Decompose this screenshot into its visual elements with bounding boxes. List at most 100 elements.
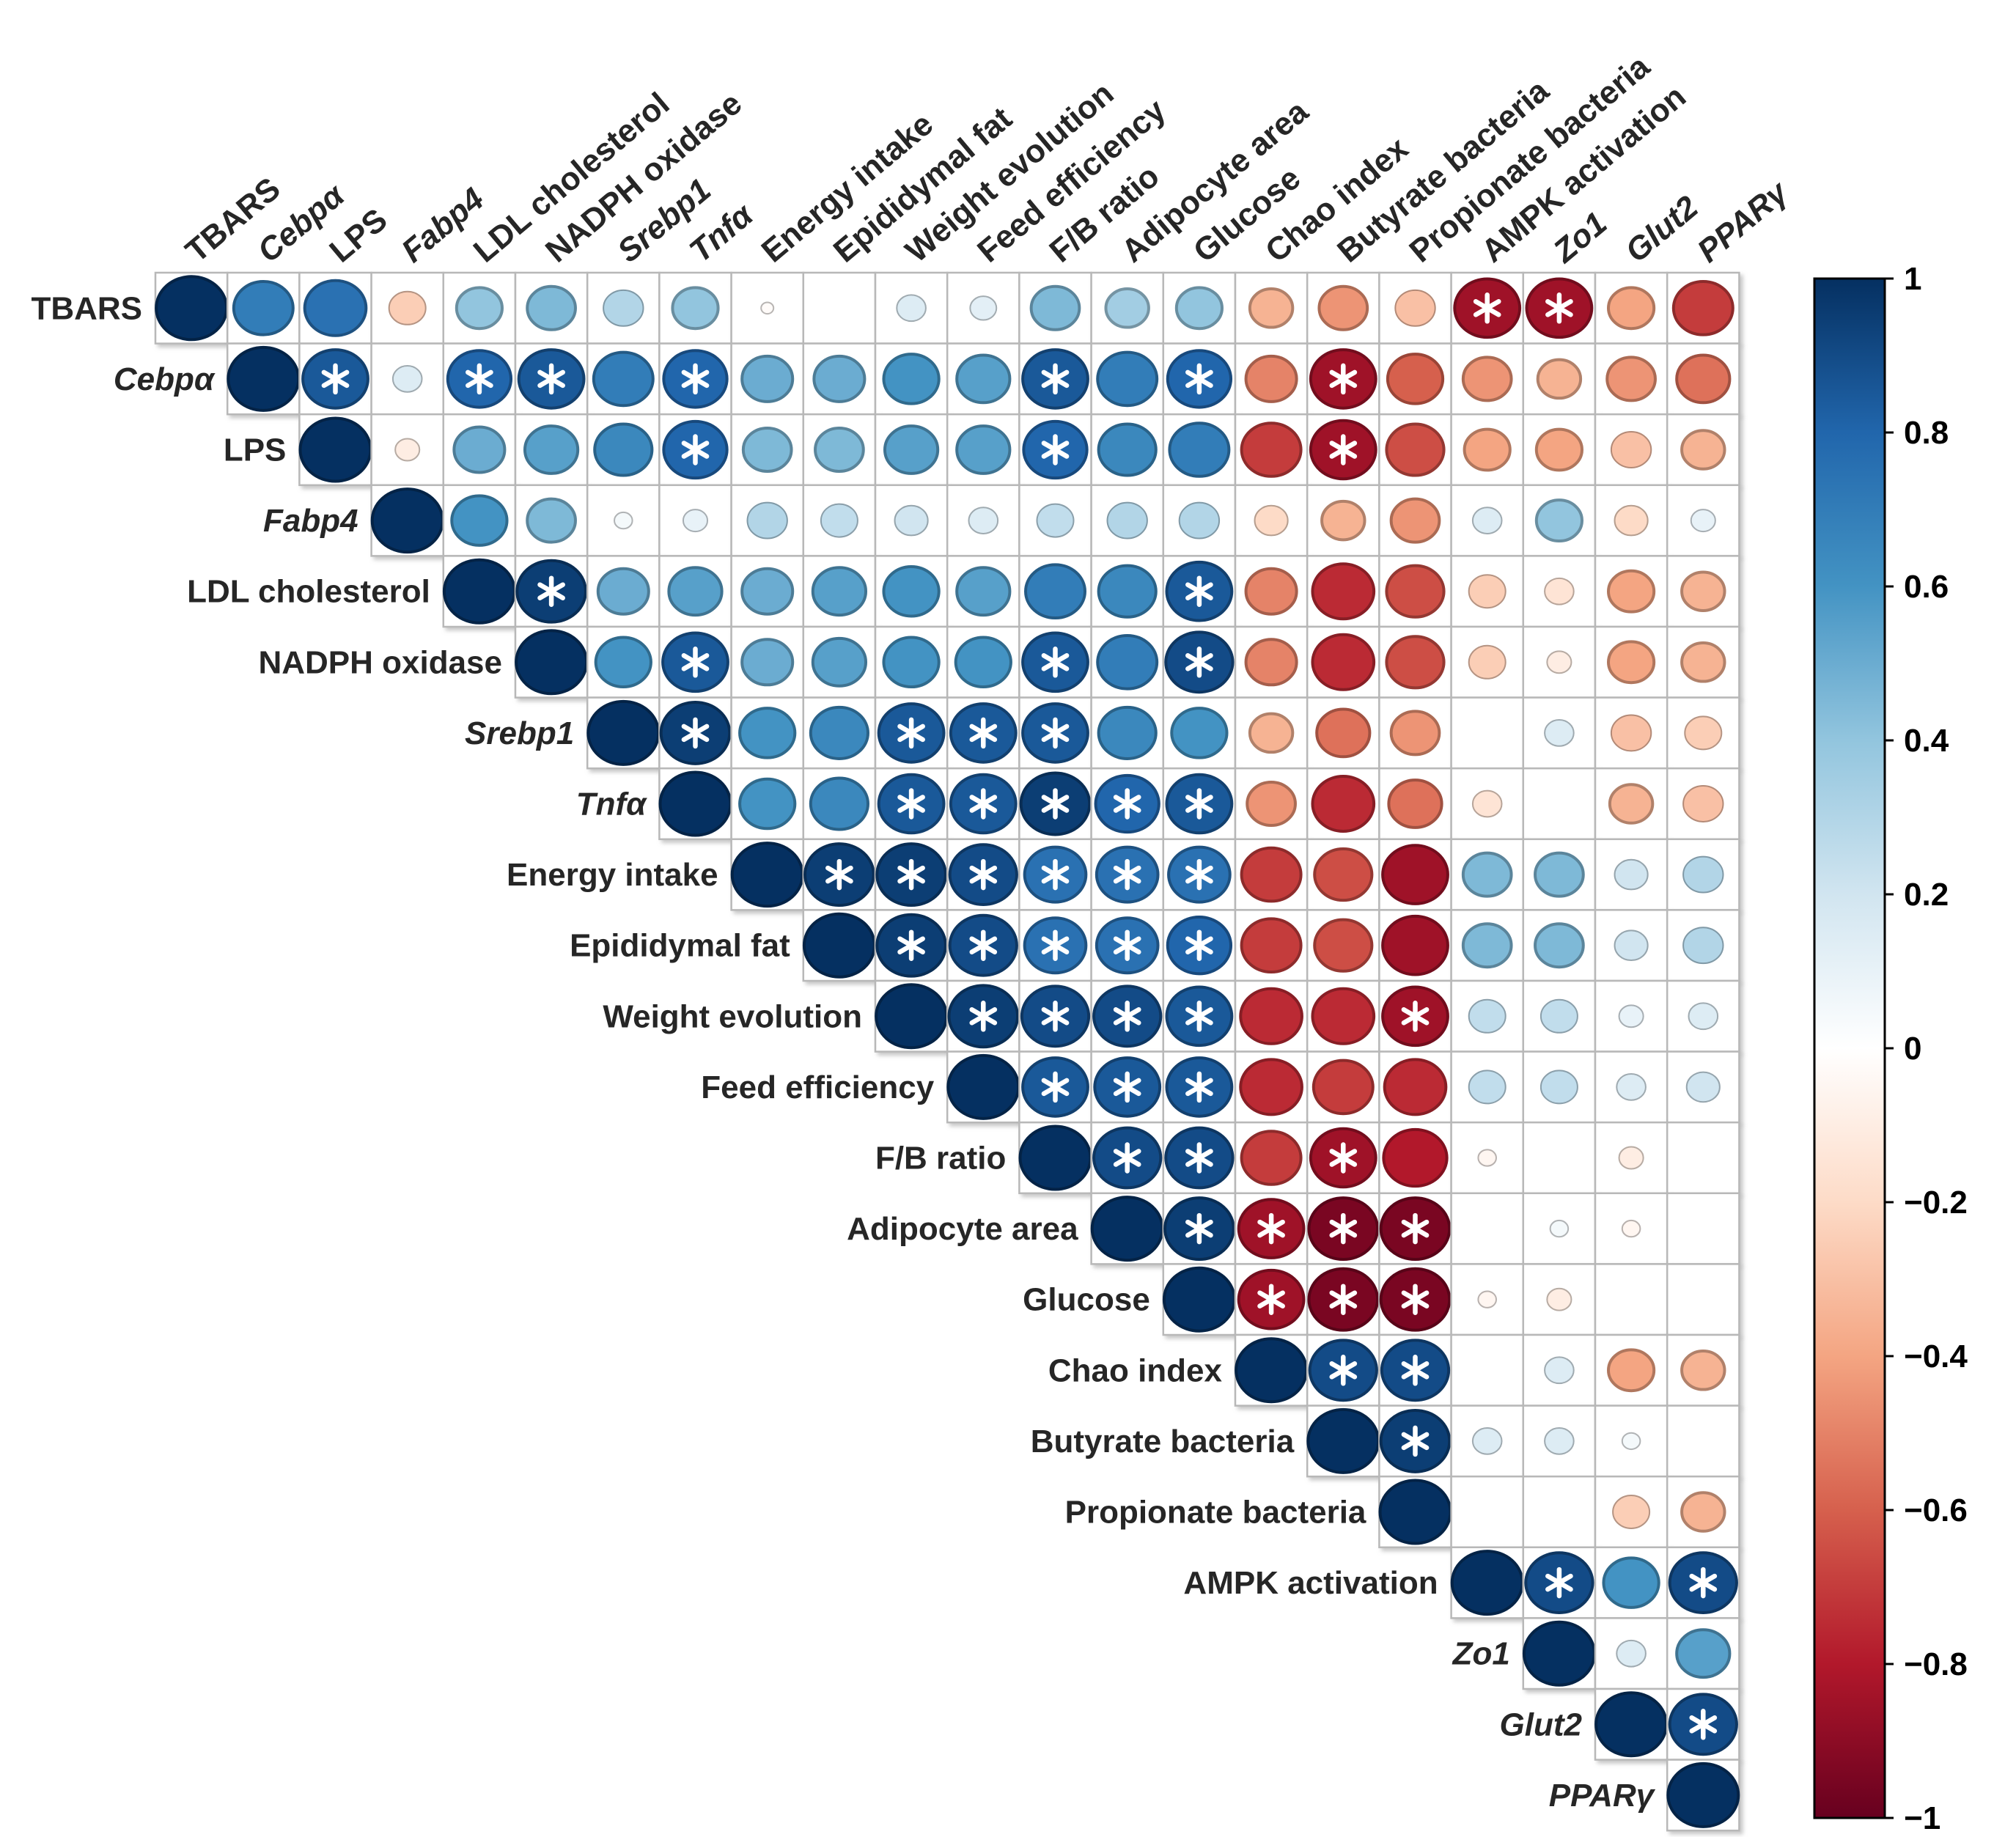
significance-asterisk bbox=[537, 575, 565, 607]
matrix-cell bbox=[1594, 1546, 1669, 1619]
matrix-cell bbox=[1378, 1475, 1452, 1549]
matrix-cell bbox=[1162, 1050, 1237, 1124]
correlation-circle bbox=[1680, 1350, 1726, 1391]
correlation-circle bbox=[1024, 563, 1086, 620]
matrix-cell bbox=[658, 555, 732, 628]
correlation-circle bbox=[1534, 851, 1585, 898]
matrix-cell bbox=[1018, 838, 1092, 911]
matrix-cell bbox=[1018, 484, 1092, 557]
significance-asterisk bbox=[1473, 292, 1501, 324]
correlation-circle bbox=[658, 770, 732, 837]
correlation-circle bbox=[746, 501, 788, 540]
significance-asterisk bbox=[321, 363, 350, 395]
correlation-circle bbox=[1682, 855, 1724, 894]
matrix-cell bbox=[1234, 696, 1309, 770]
matrix-cell bbox=[1450, 1192, 1525, 1265]
column-label: Glut2 bbox=[1619, 189, 1705, 270]
significance-asterisk bbox=[1401, 1212, 1430, 1245]
correlation-circle bbox=[1549, 1219, 1570, 1238]
row-label: Epididymal fat bbox=[570, 928, 790, 964]
matrix-cell bbox=[658, 271, 732, 345]
matrix-cell bbox=[1162, 1192, 1237, 1265]
matrix-cell bbox=[514, 484, 589, 557]
matrix-cell bbox=[802, 767, 877, 841]
colorbar-tick-label: 0 bbox=[1904, 1031, 1921, 1067]
correlation-circle bbox=[1471, 789, 1503, 818]
correlation-circle bbox=[1468, 574, 1507, 609]
correlation-circle bbox=[1311, 774, 1376, 833]
matrix-cell bbox=[874, 838, 949, 911]
matrix-cell bbox=[874, 696, 949, 770]
matrix-cell bbox=[442, 271, 517, 345]
row-label: Butyrate bacteria bbox=[1031, 1424, 1295, 1459]
matrix-cell bbox=[1018, 696, 1092, 770]
matrix-cell bbox=[586, 342, 661, 416]
correlation-circle bbox=[1104, 287, 1150, 329]
matrix-cell bbox=[1306, 625, 1380, 699]
correlation-circle bbox=[1313, 847, 1374, 902]
row-label: Glucose bbox=[1023, 1282, 1150, 1318]
correlation-circle bbox=[1235, 1337, 1309, 1404]
correlation-circle bbox=[1248, 712, 1295, 754]
matrix-cell bbox=[1594, 271, 1669, 345]
significance-asterisk bbox=[1185, 858, 1213, 891]
matrix-cell bbox=[1666, 342, 1740, 416]
matrix-cell bbox=[874, 555, 949, 628]
matrix-cell bbox=[1378, 555, 1452, 628]
correlation-circle bbox=[515, 629, 589, 696]
matrix-cell bbox=[1162, 909, 1237, 982]
matrix-cell bbox=[1594, 342, 1669, 416]
significance-asterisk bbox=[681, 717, 710, 749]
matrix-cell bbox=[1450, 696, 1525, 770]
matrix-cell bbox=[1018, 413, 1092, 487]
correlation-circle bbox=[603, 289, 644, 327]
significance-asterisk bbox=[1257, 1212, 1285, 1245]
matrix-cell bbox=[1522, 342, 1597, 416]
correlation-circle bbox=[1385, 564, 1446, 619]
matrix-cell bbox=[730, 696, 805, 770]
matrix-cell bbox=[1306, 1333, 1380, 1407]
correlation-circle bbox=[1244, 638, 1298, 687]
correlation-circle bbox=[809, 705, 869, 760]
matrix-cell bbox=[1234, 909, 1309, 982]
significance-asterisk bbox=[897, 717, 925, 749]
matrix-cell bbox=[514, 413, 589, 487]
significance-asterisk bbox=[1041, 1071, 1070, 1103]
significance-asterisk bbox=[1689, 1567, 1718, 1599]
matrix-cell bbox=[1162, 625, 1237, 699]
significance-asterisk bbox=[537, 363, 565, 395]
correlation-circle bbox=[1385, 635, 1446, 690]
column-label: PPARγ bbox=[1691, 173, 1795, 269]
cell-frame bbox=[1450, 696, 1525, 770]
matrix-cells bbox=[154, 271, 1740, 1832]
matrix-cell bbox=[1522, 1546, 1597, 1619]
correlation-circle bbox=[1675, 1628, 1732, 1679]
colorbar-tick-label: 0.8 bbox=[1904, 415, 1949, 451]
significance-asterisk bbox=[897, 858, 925, 891]
matrix-cell bbox=[1234, 979, 1309, 1053]
matrix-cell bbox=[1522, 625, 1597, 699]
matrix-cell bbox=[1522, 767, 1597, 841]
correlation-circle bbox=[523, 424, 580, 475]
matrix-cell bbox=[1450, 625, 1525, 699]
correlation-circle bbox=[1614, 504, 1649, 537]
matrix-cell bbox=[1522, 555, 1597, 628]
matrix-cell bbox=[1666, 1759, 1740, 1832]
matrix-cell bbox=[802, 625, 877, 699]
correlation-circle bbox=[1386, 353, 1445, 405]
correlation-circle bbox=[1614, 929, 1649, 962]
matrix-cell bbox=[730, 625, 805, 699]
matrix-cell bbox=[1450, 271, 1525, 345]
matrix-cell bbox=[1162, 555, 1237, 628]
matrix-cell bbox=[1450, 1121, 1525, 1195]
column-label: Fabp4 bbox=[395, 181, 491, 270]
matrix-cell bbox=[442, 342, 517, 416]
row-label: TBARS bbox=[31, 290, 142, 326]
matrix-cell bbox=[1090, 1192, 1165, 1265]
matrix-cell bbox=[1666, 1192, 1740, 1265]
matrix-cell bbox=[1306, 767, 1380, 841]
row-label: Weight evolution bbox=[603, 998, 862, 1034]
correlation-circle bbox=[1378, 1479, 1452, 1545]
matrix-cell bbox=[1162, 271, 1237, 345]
row-label: Glut2 bbox=[1500, 1707, 1583, 1742]
